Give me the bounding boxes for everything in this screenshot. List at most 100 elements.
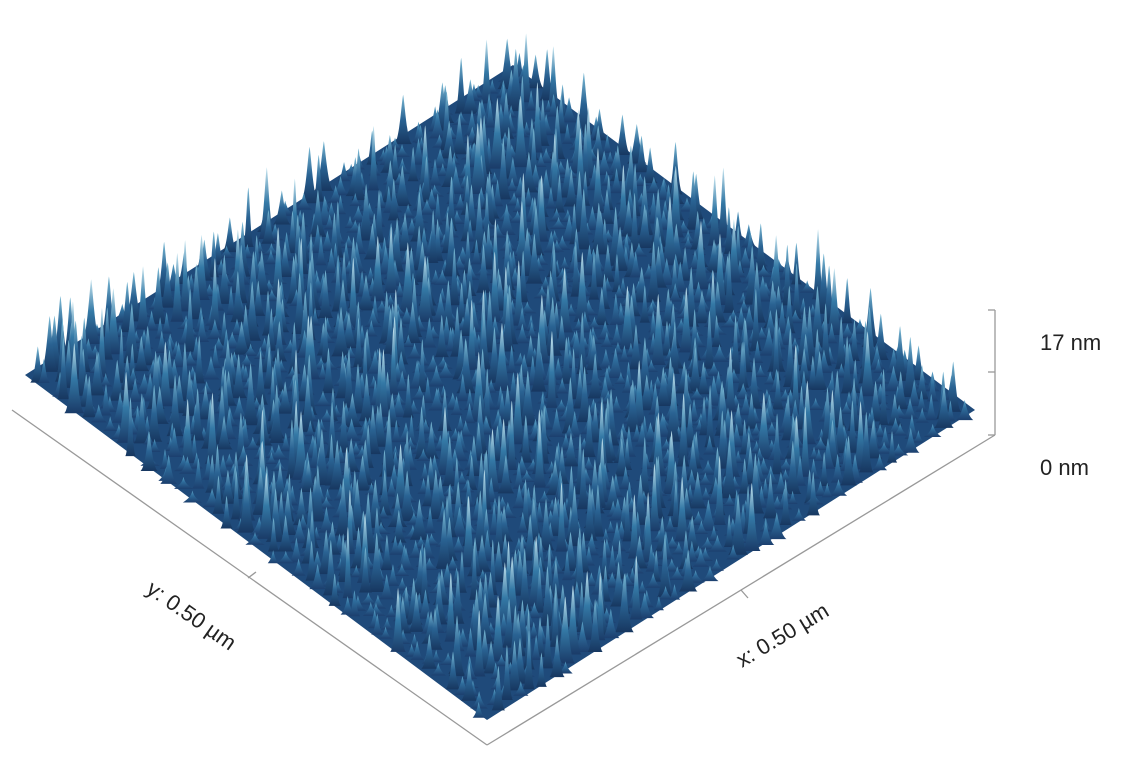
- surface-peak: [512, 462, 526, 489]
- surface-peak: [465, 435, 482, 476]
- surface-peak: [108, 359, 126, 401]
- surface-peak: [598, 538, 615, 558]
- surface-peak: [349, 193, 362, 206]
- surface-peak: [451, 113, 468, 155]
- surface-peak: [512, 455, 532, 476]
- surface-peak: [611, 253, 623, 293]
- surface-peak: [197, 381, 216, 395]
- surface-peak: [492, 322, 512, 391]
- surface-peak: [648, 383, 663, 415]
- surface-peak: [411, 137, 427, 165]
- surface-peak: [678, 287, 694, 353]
- surface-peak: [279, 231, 295, 261]
- surface-peak: [745, 357, 763, 409]
- surface-peak: [685, 171, 701, 230]
- surface-peak: [346, 257, 361, 329]
- surface-peak: [342, 392, 363, 428]
- surface-peak: [324, 247, 339, 274]
- surface-peak: [387, 492, 408, 528]
- surface-peak: [513, 681, 529, 696]
- surface-peak: [542, 230, 560, 253]
- surface-peak: [356, 274, 376, 311]
- surface-peak: [505, 177, 519, 191]
- surface-peak: [202, 356, 220, 380]
- surface-peak: [434, 314, 449, 358]
- surface-peak: [650, 293, 667, 366]
- surface-peak: [456, 373, 470, 402]
- surface-peak: [145, 385, 163, 442]
- surface-peak: [277, 514, 294, 552]
- surface-peak: [423, 421, 440, 459]
- surface-peak: [575, 188, 592, 250]
- surface-peak: [454, 415, 467, 432]
- surface-peak: [582, 404, 597, 458]
- surface-peak: [539, 566, 556, 626]
- surface-peak: [645, 241, 662, 302]
- surface-peak: [471, 490, 489, 551]
- surface-peak: [668, 584, 681, 600]
- surface-peak: [787, 490, 798, 505]
- surface-peak: [537, 498, 555, 551]
- surface-peak: [472, 99, 492, 125]
- surface-peak: [645, 544, 658, 572]
- surface-peak: [610, 226, 630, 271]
- surface-peak: [133, 335, 150, 372]
- surface-peak: [868, 345, 886, 370]
- surface-peak: [674, 476, 691, 542]
- surface-peak: [469, 542, 480, 600]
- surface-peak: [495, 137, 512, 200]
- surface-peak: [411, 385, 428, 400]
- surface-peak: [387, 178, 400, 221]
- surface-peak: [100, 384, 112, 416]
- surface-peak: [265, 451, 278, 464]
- surface-peak: [358, 328, 376, 373]
- surface-peak: [873, 423, 887, 437]
- surface-peak: [674, 361, 694, 394]
- surface-peak: [570, 241, 582, 297]
- surface-peak: [592, 108, 608, 141]
- surface-peak: [517, 469, 537, 483]
- surface-peak: [665, 384, 681, 442]
- surface-peak: [393, 144, 411, 157]
- surface-peak: [634, 422, 650, 447]
- surface-peak: [904, 414, 920, 439]
- surface-peak: [436, 163, 450, 176]
- surface-peak: [775, 302, 789, 334]
- surface-peak: [384, 478, 399, 497]
- surface-peak: [887, 393, 903, 426]
- surface-peak: [251, 250, 272, 295]
- surface-peak: [418, 198, 436, 215]
- surface-peak: [497, 203, 516, 236]
- surface-peak: [645, 572, 661, 588]
- surface-peak: [498, 230, 516, 291]
- surface-peak: [614, 114, 631, 156]
- surface-peak: [144, 310, 159, 331]
- surface-peak: [543, 296, 563, 356]
- surface-peak: [444, 572, 458, 642]
- surface-peak: [599, 538, 610, 580]
- surface-peak: [432, 193, 443, 225]
- surface-peak: [560, 209, 576, 222]
- surface-peak: [784, 440, 802, 494]
- surface-peak: [527, 621, 540, 638]
- surface-peak: [327, 212, 342, 263]
- surface-peak: [455, 282, 468, 324]
- z-max-label: 17 nm: [1040, 330, 1101, 355]
- surface-peak: [64, 343, 85, 414]
- surface-peak: [464, 627, 477, 657]
- surface-peak: [830, 453, 845, 483]
- surface-peak: [357, 183, 375, 241]
- surface-peak: [353, 454, 372, 491]
- surface-peak: [460, 495, 478, 568]
- surface-peak: [268, 444, 289, 460]
- surface-peak: [230, 353, 248, 399]
- surface-peak: [474, 569, 491, 582]
- surface-peak: [402, 374, 415, 418]
- surface-peak: [892, 371, 910, 410]
- surface-peak: [279, 432, 292, 452]
- surface-peak: [846, 400, 859, 453]
- surface-peak: [359, 592, 378, 605]
- surface-peak: [533, 285, 551, 299]
- surface-peak: [525, 233, 544, 284]
- surface-peak: [322, 488, 333, 501]
